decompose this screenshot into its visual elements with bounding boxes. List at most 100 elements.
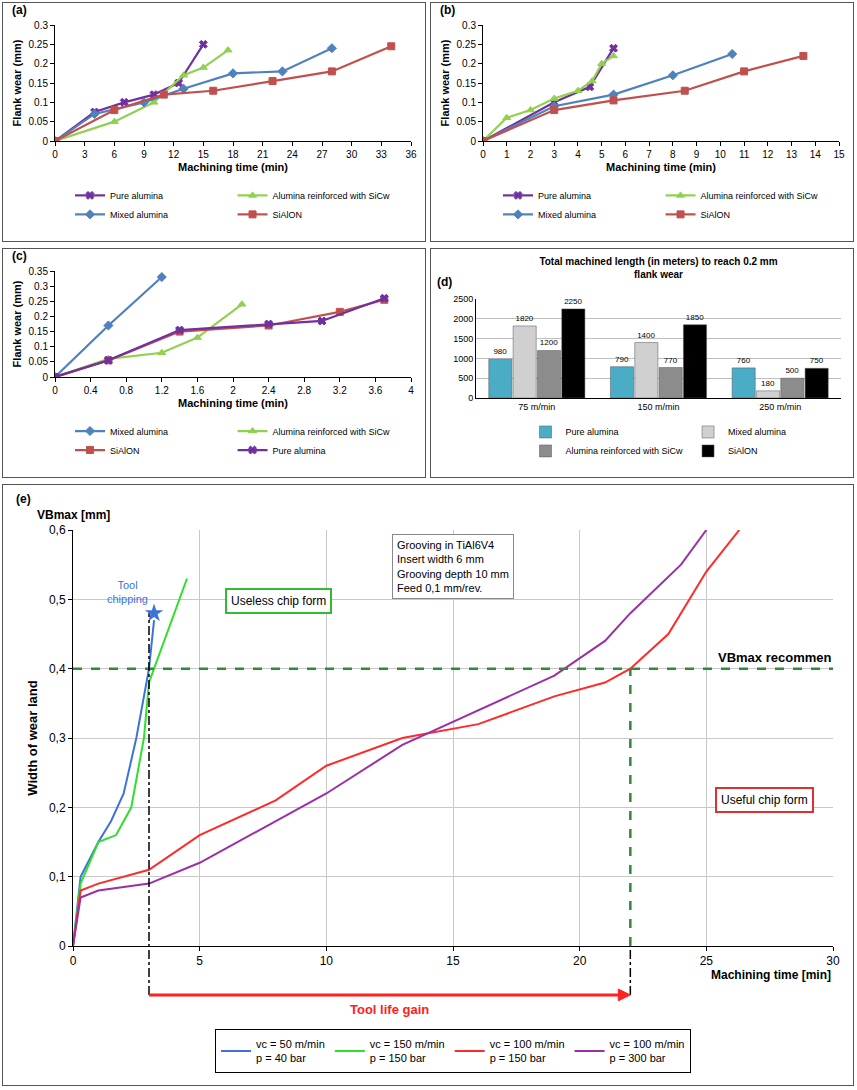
- svg-text:0,3: 0,3: [49, 731, 66, 745]
- svg-text:3: 3: [551, 149, 557, 160]
- svg-text:2: 2: [230, 385, 236, 396]
- svg-text:0: 0: [70, 954, 77, 968]
- svg-text:0.3: 0.3: [462, 20, 476, 31]
- svg-text:0.3: 0.3: [34, 281, 48, 292]
- svg-text:Useful chip form: Useful chip form: [721, 793, 808, 807]
- svg-text:750: 750: [810, 356, 824, 365]
- svg-text:Machining time [min]: Machining time [min]: [711, 968, 831, 982]
- svg-text:Machining time (min): Machining time (min): [178, 161, 288, 173]
- svg-text:250 m/min: 250 m/min: [759, 402, 801, 412]
- svg-text:SiAlON: SiAlON: [273, 210, 303, 220]
- svg-text:3.2: 3.2: [333, 385, 347, 396]
- svg-text:5: 5: [196, 954, 203, 968]
- svg-text:0,4: 0,4: [49, 662, 66, 676]
- svg-text:10: 10: [320, 954, 334, 968]
- svg-text:1820: 1820: [515, 314, 533, 323]
- svg-text:0.1: 0.1: [34, 97, 48, 108]
- svg-text:0.1: 0.1: [462, 97, 476, 108]
- svg-text:Alumina reinforced with SiCw: Alumina reinforced with SiCw: [566, 446, 684, 456]
- svg-text:Mixed alumina: Mixed alumina: [110, 427, 168, 437]
- svg-text:2500: 2500: [453, 294, 473, 304]
- svg-text:vc = 150 m/minp = 150 bar: vc = 150 m/minp = 150 bar: [370, 1038, 445, 1064]
- svg-text:6: 6: [112, 149, 118, 160]
- svg-text:10: 10: [715, 149, 727, 160]
- svg-text:2.8: 2.8: [297, 385, 311, 396]
- svg-text:Pure alumina: Pure alumina: [273, 446, 326, 456]
- svg-text:VBmax [mm]: VBmax [mm]: [37, 508, 110, 522]
- svg-text:0: 0: [42, 372, 48, 383]
- svg-text:0.15: 0.15: [29, 78, 49, 89]
- svg-text:Width of wear land: Width of wear land: [25, 680, 40, 795]
- svg-text:Machining time (min): Machining time (min): [178, 397, 288, 409]
- svg-text:5: 5: [599, 149, 605, 160]
- svg-text:Flank wear (mm): Flank wear (mm): [11, 39, 23, 126]
- svg-text:Pure alumina: Pure alumina: [538, 191, 591, 201]
- svg-text:500: 500: [785, 366, 799, 375]
- svg-text:0.25: 0.25: [457, 39, 477, 50]
- svg-text:12: 12: [762, 149, 774, 160]
- svg-text:SiAlON: SiAlON: [728, 446, 758, 456]
- svg-text:7: 7: [646, 149, 652, 160]
- svg-text:4: 4: [575, 149, 581, 160]
- svg-text:14: 14: [810, 149, 822, 160]
- svg-text:Pure alumina: Pure alumina: [110, 191, 163, 201]
- svg-text:0,2: 0,2: [49, 801, 66, 815]
- svg-text:15: 15: [446, 954, 460, 968]
- svg-text:27: 27: [316, 149, 328, 160]
- svg-text:0: 0: [470, 136, 476, 147]
- svg-text:15: 15: [198, 149, 210, 160]
- svg-text:vc = 100 m/minp = 150 bar: vc = 100 m/minp = 150 bar: [490, 1038, 565, 1064]
- svg-text:6: 6: [623, 149, 629, 160]
- svg-text:1: 1: [504, 149, 510, 160]
- svg-text:18: 18: [227, 149, 239, 160]
- svg-text:Total machined length (in mete: Total machined length (in meters) to rea…: [539, 256, 777, 280]
- svg-text:VBmax recommen: VBmax recommen: [718, 650, 831, 665]
- svg-text:Pure alumina: Pure alumina: [566, 427, 619, 437]
- svg-text:(c): (c): [12, 249, 27, 263]
- svg-text:(e): (e): [16, 492, 31, 506]
- svg-text:Alumina reinforced with SiCw: Alumina reinforced with SiCw: [701, 191, 819, 201]
- svg-text:0: 0: [42, 136, 48, 147]
- svg-text:8: 8: [670, 149, 676, 160]
- svg-text:21: 21: [257, 149, 269, 160]
- svg-text:Mixed alumina: Mixed alumina: [728, 427, 786, 437]
- svg-text:0.35: 0.35: [29, 266, 49, 277]
- svg-text:1850: 1850: [686, 313, 704, 322]
- svg-text:9: 9: [694, 149, 700, 160]
- svg-text:30: 30: [346, 149, 358, 160]
- svg-text:980: 980: [493, 347, 507, 356]
- svg-text:150 m/min: 150 m/min: [637, 402, 679, 412]
- svg-text:9: 9: [141, 149, 147, 160]
- svg-text:3: 3: [82, 149, 88, 160]
- svg-text:Toolchipping: Toolchipping: [107, 579, 148, 605]
- svg-text:(b): (b): [440, 3, 455, 17]
- svg-text:500: 500: [458, 373, 473, 383]
- svg-text:11: 11: [739, 149, 750, 160]
- svg-text:0.3: 0.3: [34, 20, 48, 31]
- svg-text:1000: 1000: [453, 354, 473, 364]
- svg-text:30: 30: [826, 954, 840, 968]
- svg-text:Flank wear (mm): Flank wear (mm): [11, 280, 23, 367]
- svg-text:Machining time (min): Machining time (min): [606, 161, 716, 173]
- svg-text:13: 13: [786, 149, 798, 160]
- svg-text:15: 15: [833, 149, 845, 160]
- svg-text:3.6: 3.6: [368, 385, 382, 396]
- svg-text:33: 33: [376, 149, 388, 160]
- svg-text:2: 2: [528, 149, 534, 160]
- svg-text:0.25: 0.25: [29, 39, 49, 50]
- svg-text:(a): (a): [12, 3, 27, 17]
- svg-text:75 m/min: 75 m/min: [518, 402, 555, 412]
- svg-text:0.2: 0.2: [462, 58, 476, 69]
- svg-text:2000: 2000: [453, 314, 473, 324]
- svg-text:0.05: 0.05: [29, 116, 49, 127]
- svg-text:1.2: 1.2: [155, 385, 169, 396]
- svg-text:0,6: 0,6: [49, 523, 66, 537]
- svg-text:0,1: 0,1: [49, 870, 66, 884]
- svg-text:0: 0: [52, 385, 58, 396]
- svg-text:Mixed alumina: Mixed alumina: [110, 210, 168, 220]
- svg-text:0.2: 0.2: [34, 58, 48, 69]
- svg-text:770: 770: [664, 356, 678, 365]
- svg-text:(d): (d): [437, 275, 452, 289]
- svg-text:0.1: 0.1: [34, 341, 48, 352]
- svg-text:0: 0: [52, 149, 58, 160]
